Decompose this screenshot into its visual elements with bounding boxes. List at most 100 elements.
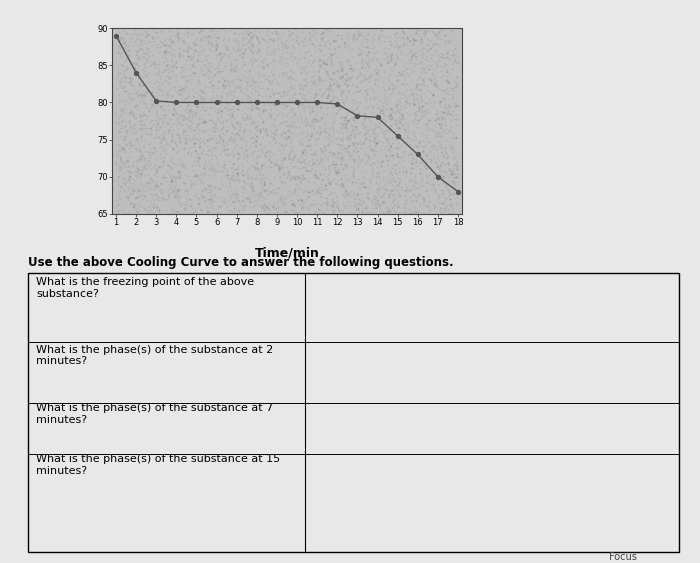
Point [295,157,306,166]
Point [368,34,379,43]
Point [211,53,222,62]
Point [246,73,258,82]
Point [351,35,362,44]
Point [146,123,157,132]
Point [124,167,135,176]
Point [323,148,335,157]
Point [228,171,239,180]
Point [136,195,148,204]
Point [304,30,316,39]
Point [288,118,300,127]
Point [181,93,192,102]
Point [222,164,233,173]
Point [174,85,186,94]
Point [365,154,376,163]
Point [298,157,309,166]
Point [414,164,425,173]
Point [386,180,398,189]
Point [251,34,262,43]
Point [335,58,346,67]
Point [151,180,162,189]
Point [250,85,261,94]
Point [360,87,371,96]
Point [171,159,182,168]
Point [158,151,169,160]
Point [326,200,337,209]
Point [195,168,206,177]
Point [301,148,312,157]
Point [247,139,258,148]
Point [368,136,379,145]
Point [199,51,211,60]
Point [258,59,269,68]
Point [433,137,444,146]
Point [234,154,245,163]
Point [281,53,292,62]
Point [295,99,306,108]
Point [303,187,314,196]
Point [160,40,171,49]
Point [260,149,272,158]
Point [208,65,219,74]
Point [385,78,396,87]
Point [349,126,360,135]
Point [192,119,203,128]
Point [441,77,452,86]
Point [141,111,153,120]
Point [420,164,431,173]
Point [212,51,223,60]
Point [283,209,294,218]
Point [200,97,211,106]
Point [193,193,204,202]
Point [168,105,179,114]
Point [220,62,231,71]
Point [310,101,321,110]
Point [286,136,297,145]
Point [246,133,258,142]
Point [185,195,196,204]
Point [262,72,274,81]
Point [342,56,354,65]
Point [317,55,328,64]
Point [233,195,244,204]
Point [178,178,189,187]
Point [283,125,294,134]
Point [165,177,176,186]
Point [384,110,395,119]
Point [436,67,447,76]
Point [421,34,432,43]
Point [374,104,385,113]
Point [379,129,391,138]
Point [230,84,241,93]
Point [352,154,363,163]
Point [284,74,295,83]
Point [318,209,329,218]
Point [426,87,437,96]
Point [323,91,334,100]
Point [379,150,391,159]
Point [132,138,144,147]
Point [339,193,350,202]
Point [150,59,161,68]
Point [431,81,442,90]
Point [244,34,256,43]
Point [116,193,127,202]
Point [226,163,237,172]
Point [290,151,301,160]
Point [169,186,181,195]
Point [344,192,356,201]
Point [260,147,272,156]
Point [411,116,422,125]
Point [301,148,312,157]
Point [393,88,404,97]
Point [336,123,347,132]
Point [373,70,384,79]
Point [242,30,253,39]
Point [395,69,406,78]
Point [330,159,341,168]
Point [166,132,177,141]
Point [164,24,175,33]
Point [393,153,404,162]
Point [193,198,204,207]
Point [443,209,454,218]
